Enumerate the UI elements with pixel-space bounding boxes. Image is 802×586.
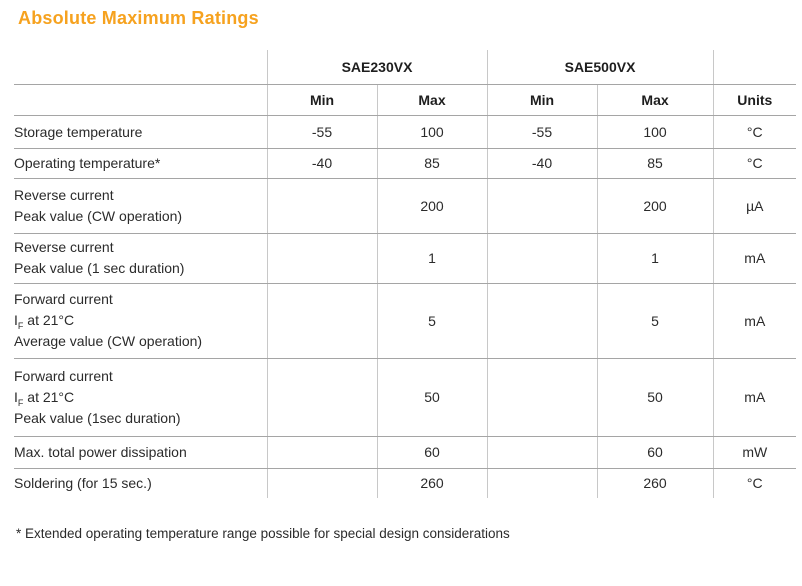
table-row-subheader: Min Max Min Max Units (14, 84, 797, 116)
param-line: Peak value (1 sec duration) (14, 260, 185, 276)
param-line: Reverse current (14, 186, 114, 203)
param-cell: Soldering (for 15 sec.) (14, 475, 152, 492)
table-row: Storage temperature -55 100 -55 100 °C (14, 115, 797, 149)
footnote: * Extended operating temperature range p… (16, 526, 510, 541)
value-cell (266, 178, 377, 234)
table-row: Reverse current Peak value (CW operation… (14, 178, 797, 234)
value-cell: 200 (376, 178, 488, 234)
value-cell: -40 (266, 148, 377, 179)
value-cell: 1 (376, 233, 488, 284)
param-cell: Reverse current Peak value (1 sec durati… (14, 233, 267, 284)
value-cell: 50 (376, 358, 488, 437)
min-header: Min (486, 84, 598, 116)
value-cell (486, 468, 598, 498)
subscript-f: F (17, 320, 24, 331)
value-cell: 200 (596, 178, 714, 234)
value-cell (266, 358, 377, 437)
max-header: Max (376, 84, 488, 116)
units-cell: °C (712, 115, 797, 149)
table-row: Forward current IF at 21°C Peak value (1… (14, 358, 797, 437)
param-cell: Operating temperature* (14, 148, 267, 179)
value-cell (266, 233, 377, 284)
value-cell: 85 (596, 148, 714, 179)
table-row-group-header: SAE230VX SAE500VX (14, 50, 797, 85)
page-title: Absolute Maximum Ratings (18, 8, 259, 28)
value-cell: 5 (376, 283, 488, 359)
param-line-subscripted: IF at 21°C (14, 388, 75, 408)
param-cell: Forward current IF at 21°C Peak value (1… (14, 358, 267, 437)
units-cell: mW (712, 436, 797, 469)
table-row: Forward current IF at 21°C Average value… (14, 283, 797, 359)
param-cell: Reverse current Peak value (CW operation… (14, 178, 267, 234)
table-row: Operating temperature* -40 85 -40 85 °C (14, 148, 797, 179)
value-cell (486, 358, 598, 437)
value-cell (486, 178, 598, 234)
value-cell: 260 (596, 468, 714, 498)
corner-cell (14, 50, 267, 85)
table-row: Max. total power dissipation 60 60 mW (14, 436, 797, 469)
value-cell: 60 (596, 436, 714, 469)
param-line: Forward current (14, 367, 113, 384)
param-line: Reverse current (14, 239, 114, 255)
value-cell (266, 283, 377, 359)
param-line: Peak value (1sec duration) (14, 409, 181, 426)
units-cell: mA (712, 233, 797, 284)
min-header: Min (266, 84, 377, 116)
table-row: Reverse current Peak value (1 sec durati… (14, 233, 797, 284)
param-cell: Max. total power dissipation (14, 436, 267, 469)
units-cell: °C (712, 468, 797, 498)
param-line: Peak value (CW operation) (14, 207, 183, 224)
subscript-f: F (17, 397, 24, 408)
units-cell: °C (712, 148, 797, 179)
value-cell (486, 233, 598, 284)
value-cell: -40 (486, 148, 598, 179)
units-cell: mA (712, 283, 797, 359)
units-cell: µA (712, 178, 797, 234)
value-cell: 5 (596, 283, 714, 359)
absolute-maximum-ratings-table: SAE230VX SAE500VX Min Max Min Max Units … (14, 50, 797, 498)
value-cell (486, 283, 598, 359)
column-group-label-sae230vx: SAE230VX (266, 50, 488, 85)
value-cell: -55 (486, 115, 598, 149)
value-cell: 260 (376, 468, 488, 498)
value-cell: 60 (376, 436, 488, 469)
value-cell (266, 468, 377, 498)
max-header: Max (596, 84, 714, 116)
units-cell: mA (712, 358, 797, 437)
param-line: Average value (CW operation) (14, 333, 203, 349)
value-cell: 100 (596, 115, 714, 149)
column-group-label-sae500vx: SAE500VX (486, 50, 714, 85)
units-group-cell (712, 50, 797, 85)
param-cell: Forward current IF at 21°C Average value… (14, 283, 267, 359)
value-cell: -55 (266, 115, 377, 149)
value-cell: 100 (376, 115, 488, 149)
value-cell: 1 (596, 233, 714, 284)
table-row: Soldering (for 15 sec.) 260 260 °C (14, 468, 797, 498)
units-header: Units (712, 84, 797, 116)
corner-cell (14, 84, 267, 116)
value-cell (486, 436, 598, 469)
value-cell: 50 (596, 358, 714, 437)
value-cell (266, 436, 377, 469)
param-cell: Storage temperature (14, 115, 267, 149)
param-line-subscripted: IF at 21°C (14, 312, 75, 331)
param-line: Forward current (14, 291, 113, 307)
value-cell: 85 (376, 148, 488, 179)
